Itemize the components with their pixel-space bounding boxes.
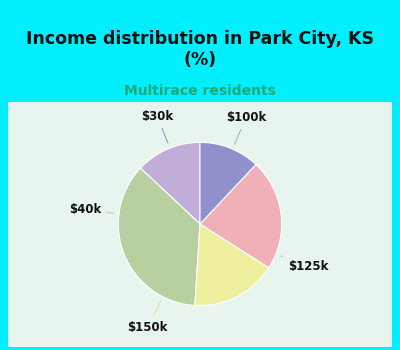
Text: Multirace residents: Multirace residents [124, 84, 276, 98]
FancyBboxPatch shape [0, 97, 400, 350]
Text: $100k: $100k [226, 111, 266, 144]
Text: $125k: $125k [281, 256, 328, 273]
Wedge shape [200, 142, 256, 224]
Text: $150k: $150k [127, 301, 168, 334]
Wedge shape [195, 224, 269, 306]
Wedge shape [200, 164, 282, 268]
Text: $40k: $40k [69, 203, 114, 216]
Wedge shape [118, 168, 200, 306]
Text: Income distribution in Park City, KS
(%): Income distribution in Park City, KS (%) [26, 30, 374, 69]
Wedge shape [140, 142, 200, 224]
Text: $30k: $30k [141, 110, 173, 143]
